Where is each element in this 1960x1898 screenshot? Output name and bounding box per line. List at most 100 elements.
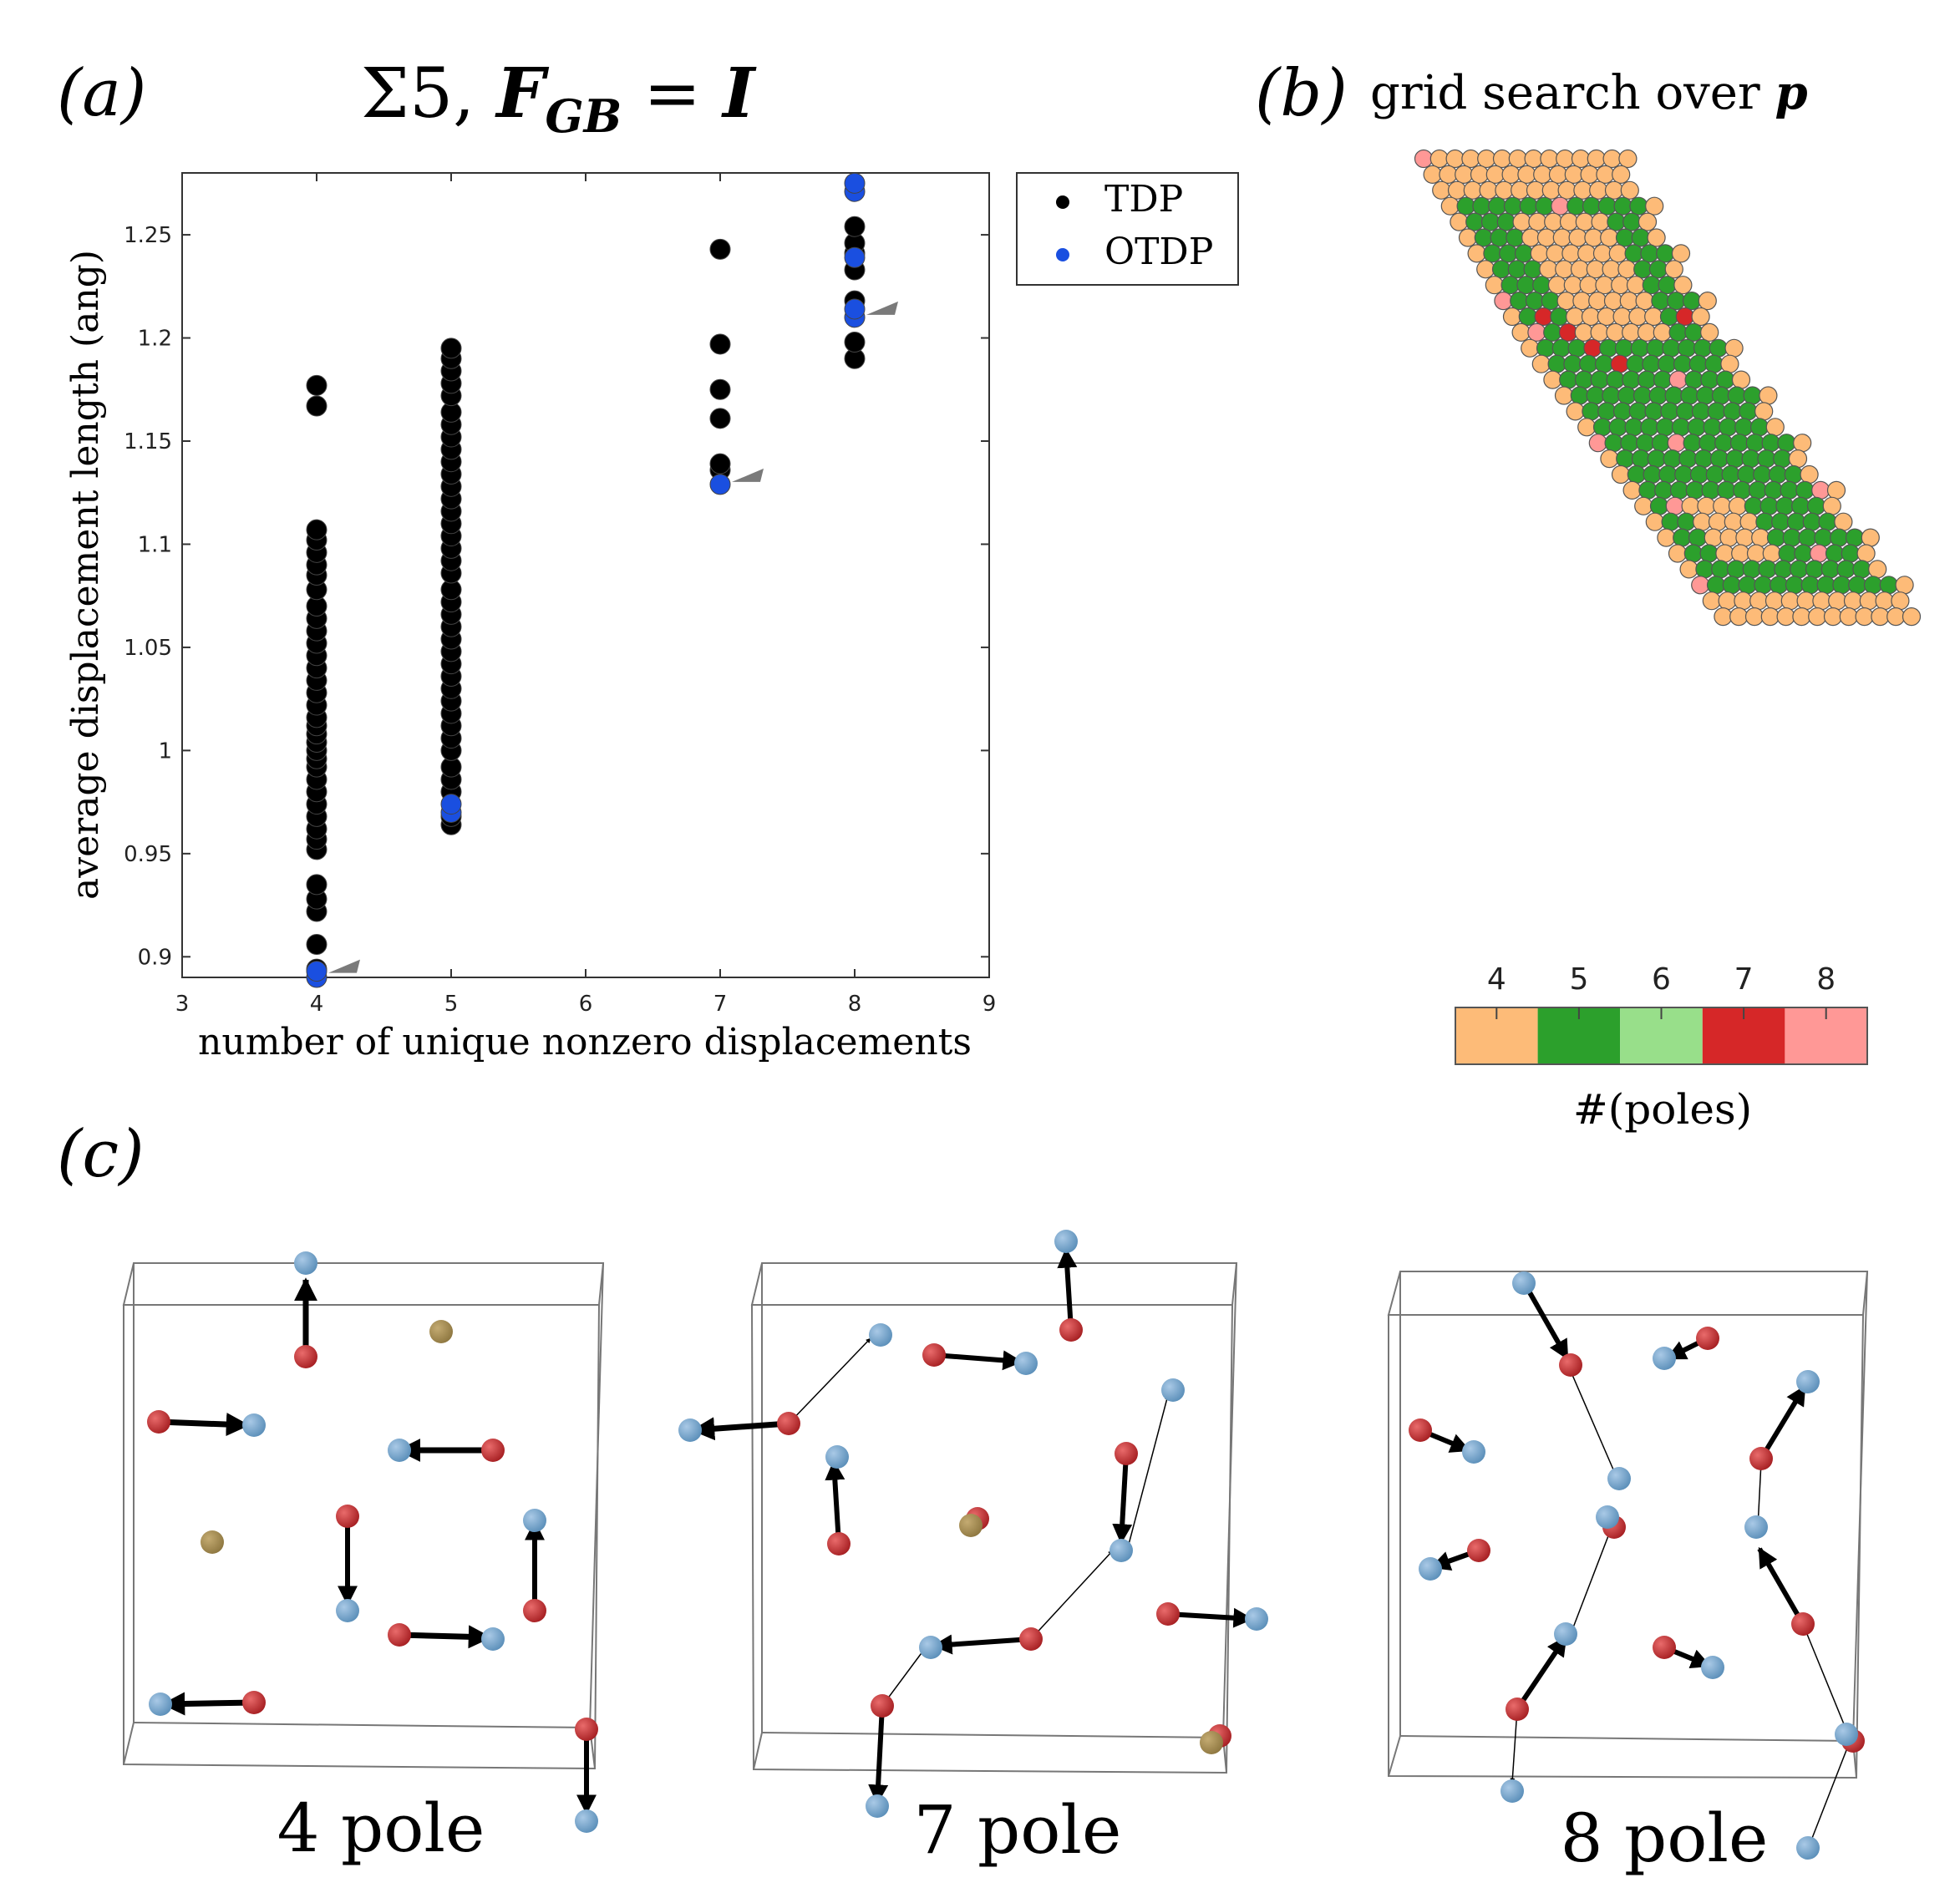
x-tick-label: 6 bbox=[579, 992, 593, 1017]
grid-cell bbox=[1778, 544, 1797, 563]
grid-cell bbox=[1645, 512, 1664, 531]
grid-cell bbox=[1638, 480, 1658, 500]
atom-red bbox=[481, 1439, 505, 1462]
grid-cell bbox=[1658, 464, 1678, 485]
grid-cell bbox=[1606, 370, 1625, 389]
grid-cell bbox=[1806, 496, 1826, 515]
atom-tan bbox=[959, 1514, 983, 1537]
grid-cell bbox=[1828, 591, 1847, 611]
grid-cell bbox=[1811, 480, 1831, 500]
grid-cell bbox=[1458, 228, 1478, 247]
grid-cell bbox=[1463, 180, 1482, 200]
grid-cell bbox=[1661, 512, 1680, 531]
grid-cell bbox=[1700, 322, 1719, 342]
plot-area bbox=[181, 172, 990, 978]
grid-cell bbox=[1673, 528, 1692, 547]
tdp-point bbox=[709, 378, 731, 400]
atom-red bbox=[147, 1410, 170, 1434]
grid-cell bbox=[1875, 591, 1894, 611]
grid-cell bbox=[1646, 338, 1665, 358]
grid-cell bbox=[1717, 480, 1736, 500]
y-tick-label: 0.95 bbox=[124, 842, 172, 867]
grid-cell bbox=[1684, 322, 1704, 342]
grid-cell bbox=[1734, 591, 1753, 611]
grid-cell bbox=[1852, 560, 1871, 579]
atoms bbox=[678, 1230, 1268, 1818]
colorbar-tick-label: 4 bbox=[1487, 962, 1506, 997]
grid-cell bbox=[1696, 386, 1715, 405]
grid-cell bbox=[1673, 276, 1693, 295]
grid-cell bbox=[1566, 307, 1585, 327]
grid-cell bbox=[1836, 560, 1856, 579]
grid-cell bbox=[1667, 292, 1686, 311]
displacement-arrows bbox=[1419, 1286, 1849, 1845]
grid-cell bbox=[1665, 496, 1684, 515]
grid-cell bbox=[1617, 260, 1637, 279]
grid-cell bbox=[1531, 354, 1551, 373]
grid-cell bbox=[1895, 576, 1914, 595]
grid-cell bbox=[1589, 180, 1608, 200]
grid-cell bbox=[1647, 228, 1666, 247]
grid-cell bbox=[1624, 418, 1643, 437]
tdp-point bbox=[306, 374, 328, 396]
grid-cell bbox=[1547, 354, 1566, 373]
grid-cell bbox=[1745, 434, 1765, 453]
structure-label-7-pole: 7 pole bbox=[914, 1791, 1122, 1869]
otdp-point bbox=[844, 172, 866, 194]
grid-cell bbox=[1780, 591, 1800, 611]
grid-cell bbox=[1741, 449, 1760, 469]
grid-cell bbox=[1676, 402, 1695, 421]
grid-cell bbox=[1743, 386, 1762, 405]
atom-red bbox=[575, 1718, 598, 1741]
grid-cell bbox=[1705, 464, 1724, 485]
tdp-point bbox=[844, 216, 866, 237]
grid-cell bbox=[1543, 322, 1562, 342]
otdp-point bbox=[709, 474, 731, 495]
tdp-point bbox=[306, 933, 328, 955]
grid-cell bbox=[1606, 322, 1625, 342]
grid-cell bbox=[1856, 544, 1876, 563]
grid-cell bbox=[1776, 606, 1795, 627]
atom-blue bbox=[1419, 1557, 1442, 1581]
displacement-arrow bbox=[868, 1705, 889, 1805]
grid-cell bbox=[1659, 307, 1679, 327]
grid-cell bbox=[1651, 292, 1670, 311]
grid-cell bbox=[1759, 496, 1779, 515]
grid-cell bbox=[1699, 544, 1719, 563]
grid-cell bbox=[1519, 196, 1538, 216]
otdp-point bbox=[306, 961, 328, 982]
grid-cell bbox=[1681, 496, 1700, 515]
atom-blue bbox=[1835, 1723, 1858, 1746]
grid-cell bbox=[1861, 528, 1880, 547]
grid-cell bbox=[1638, 212, 1658, 231]
grid-cell bbox=[1534, 307, 1553, 327]
grid-cell bbox=[1886, 606, 1906, 627]
grid-cell bbox=[1706, 576, 1726, 595]
grid-cell bbox=[1551, 338, 1571, 358]
grid-cell bbox=[1766, 528, 1786, 547]
grid-cell bbox=[1637, 322, 1657, 342]
grid-cell bbox=[1558, 322, 1578, 342]
y-tick-label: 1.1 bbox=[138, 532, 172, 557]
grid-cell bbox=[1490, 228, 1509, 247]
atom-blue bbox=[1744, 1515, 1768, 1539]
atom-blue bbox=[919, 1636, 942, 1659]
displacement-arrow bbox=[1125, 1394, 1170, 1555]
y-axis-label: average displacement length (ang) bbox=[64, 250, 107, 900]
grid-cell bbox=[1902, 606, 1922, 627]
grid-cell bbox=[1739, 402, 1758, 421]
grid-cell bbox=[1644, 402, 1663, 421]
grid-cell bbox=[1823, 606, 1843, 627]
grid-cell bbox=[1773, 449, 1792, 469]
grid-cell bbox=[1570, 386, 1589, 405]
grid-cell bbox=[1658, 354, 1677, 373]
grid-cell bbox=[1612, 402, 1632, 421]
grid-cell bbox=[1678, 338, 1697, 358]
atom-red bbox=[1059, 1318, 1083, 1342]
grid-cell bbox=[1759, 386, 1778, 405]
grid-cell bbox=[1879, 576, 1898, 595]
grid-cell bbox=[1624, 244, 1643, 263]
atom-blue bbox=[1607, 1467, 1631, 1490]
grid-cell bbox=[1891, 591, 1910, 611]
